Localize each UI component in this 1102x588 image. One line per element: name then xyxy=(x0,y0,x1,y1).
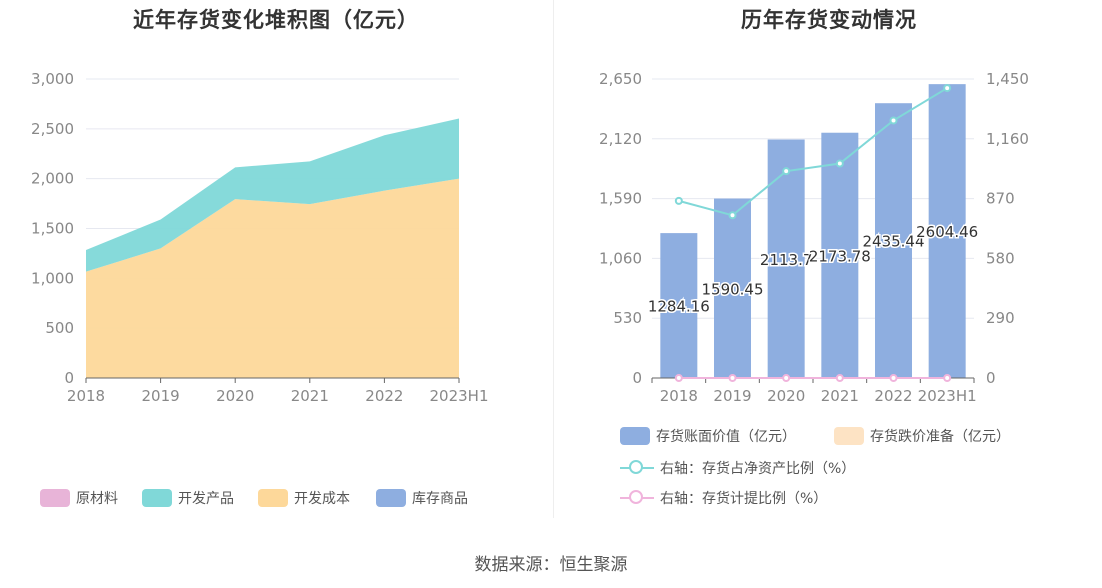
area-开发成本 xyxy=(86,178,459,378)
y-tick-label: 1,000 xyxy=(31,269,74,287)
left-chart-panel: 近年存货变化堆积图（亿元） 0 500 1,000 1,500 2,000 2,500 3,… xyxy=(0,0,552,520)
legend-item-development-cost[interactable]: 开发成本 xyxy=(258,488,350,508)
legend-label-developed-products: 开发产品 xyxy=(178,491,234,507)
y-tick-label: 0 xyxy=(64,369,74,387)
left-chart-legend: 原材料 开发产品 开发成本 库存商品 xyxy=(40,488,550,512)
bar-line-combo-chart: 0 530 1,060 1,590 2,120 2,650 0 290 580 870 1,160 1… xyxy=(599,70,1029,405)
point-net-asset-ratio xyxy=(782,167,791,176)
x-tick-label: 2022 xyxy=(365,387,403,405)
point-provision-ratio xyxy=(889,374,898,382)
legend-swatch-inventory-goods xyxy=(376,489,406,507)
legend-swatch-raw-material xyxy=(40,489,70,507)
x-tick-label: 2022 xyxy=(874,387,912,405)
legend-swatch-book-value xyxy=(620,427,650,445)
bar-book-value xyxy=(767,139,805,378)
legend-item-developed-products[interactable]: 开发产品 xyxy=(142,488,234,508)
x-tick-label: 2019 xyxy=(142,387,180,405)
legend-item-provision-ratio[interactable]: 右轴：存货计提比例（%） xyxy=(620,488,827,508)
y-right-tick-label: 0 xyxy=(986,369,996,387)
point-provision-ratio xyxy=(728,374,737,382)
y-right-tick-label: 290 xyxy=(986,309,1015,327)
legend-item-impairment[interactable]: 存货跌价准备（亿元） xyxy=(834,426,1010,446)
point-provision-ratio xyxy=(782,374,791,382)
bar-data-label: 2604.46 xyxy=(916,223,978,241)
point-provision-ratio xyxy=(674,374,683,382)
x-tick-label: 2020 xyxy=(216,387,254,405)
bar-book-value xyxy=(875,103,912,378)
bar-book-value xyxy=(928,84,966,378)
right-chart-legend: 存货账面价值（亿元） 存货跌价准备（亿元） 右轴：存货占净资产比例（%） 右轴：… xyxy=(620,426,1100,516)
y-right-tick-label: 1,160 xyxy=(986,130,1029,148)
y-left-tick-label: 2,650 xyxy=(599,70,642,88)
point-net-asset-ratio xyxy=(943,84,952,93)
y-tick-label: 1,500 xyxy=(31,220,74,238)
x-tick-label: 2021 xyxy=(291,387,329,405)
legend-item-raw-material[interactable]: 原材料 xyxy=(40,488,118,508)
legend-label-net-asset-ratio: 右轴：存货占净资产比例（%） xyxy=(660,461,856,477)
legend-swatch-developed-products xyxy=(142,489,172,507)
y-tick-label: 3,000 xyxy=(31,70,74,88)
bar-data-label: 2435.44 xyxy=(862,233,924,251)
bar-book-value xyxy=(821,132,859,378)
x-tick-label: 2018 xyxy=(660,387,698,405)
x-tick-label: 2019 xyxy=(713,387,751,405)
y-tick-label: 2,500 xyxy=(31,120,74,138)
legend-swatch-development-cost xyxy=(258,489,288,507)
x-tick-label: 2023H1 xyxy=(918,387,977,405)
legend-label-book-value: 存货账面价值（亿元） xyxy=(656,429,796,445)
point-provision-ratio xyxy=(943,374,952,382)
legend-label-inventory-goods: 库存商品 xyxy=(412,491,468,507)
x-tick-label: 2021 xyxy=(821,387,859,405)
y-left-tick-label: 530 xyxy=(613,309,642,327)
point-net-asset-ratio xyxy=(674,196,683,205)
y-tick-label: 2,000 xyxy=(31,170,74,188)
legend-item-book-value[interactable]: 存货账面价值（亿元） xyxy=(620,426,796,446)
bar-book-value xyxy=(714,198,751,378)
right-chart-title: 历年存货变动情况 xyxy=(741,8,917,32)
y-left-tick-label: 0 xyxy=(632,369,642,387)
y-tick-label: 500 xyxy=(45,319,74,337)
legend-label-provision-ratio: 右轴：存货计提比例（%） xyxy=(660,491,828,507)
stacked-area-chart: 0 500 1,000 1,500 2,000 2,500 3,000 2018 2019 202… xyxy=(31,70,489,405)
bar-data-label: 1284.16 xyxy=(648,298,710,316)
y-left-tick-label: 1,060 xyxy=(599,249,642,267)
legend-item-inventory-goods[interactable]: 库存商品 xyxy=(376,488,468,508)
bar-book-value xyxy=(660,233,698,378)
panel-divider xyxy=(553,0,554,518)
data-source-note: 数据来源：恒生聚源 xyxy=(474,555,628,575)
point-provision-ratio xyxy=(835,374,844,382)
legend-label-impairment: 存货跌价准备（亿元） xyxy=(870,429,1010,445)
legend-swatch-impairment xyxy=(834,427,864,445)
point-net-asset-ratio xyxy=(835,159,844,168)
bar-data-label: 2173.78 xyxy=(809,247,871,265)
legend-label-raw-material: 原材料 xyxy=(76,491,118,507)
line-net-asset-ratio xyxy=(678,87,948,217)
point-net-asset-ratio xyxy=(728,211,737,220)
x-tick-label: 2020 xyxy=(767,387,805,405)
bar-data-label: 2113.7 xyxy=(760,251,813,269)
y-right-tick-label: 870 xyxy=(986,190,1015,208)
bar-data-label: 1590.45 xyxy=(701,280,763,298)
x-tick-label: 2018 xyxy=(67,387,105,405)
legend-swatch-net-asset-ratio xyxy=(620,459,654,477)
legend-label-development-cost: 开发成本 xyxy=(294,491,350,507)
legend-swatch-provision-ratio xyxy=(620,489,654,507)
y-right-tick-label: 1,450 xyxy=(986,70,1029,88)
x-tick-label: 2023H1 xyxy=(430,387,489,405)
y-left-tick-label: 2,120 xyxy=(599,130,642,148)
y-left-tick-label: 1,590 xyxy=(599,190,642,208)
right-chart-panel: 历年存货变动情况 0 530 1,060 1,590 2,120 2,650 0 290 580… xyxy=(556,0,1102,520)
y-right-tick-label: 580 xyxy=(986,249,1015,267)
legend-item-net-asset-ratio[interactable]: 右轴：存货占净资产比例（%） xyxy=(620,458,855,478)
left-chart-title: 近年存货变化堆积图（亿元） xyxy=(133,8,419,32)
area-开发产品 xyxy=(86,118,459,272)
point-net-asset-ratio xyxy=(889,116,898,125)
